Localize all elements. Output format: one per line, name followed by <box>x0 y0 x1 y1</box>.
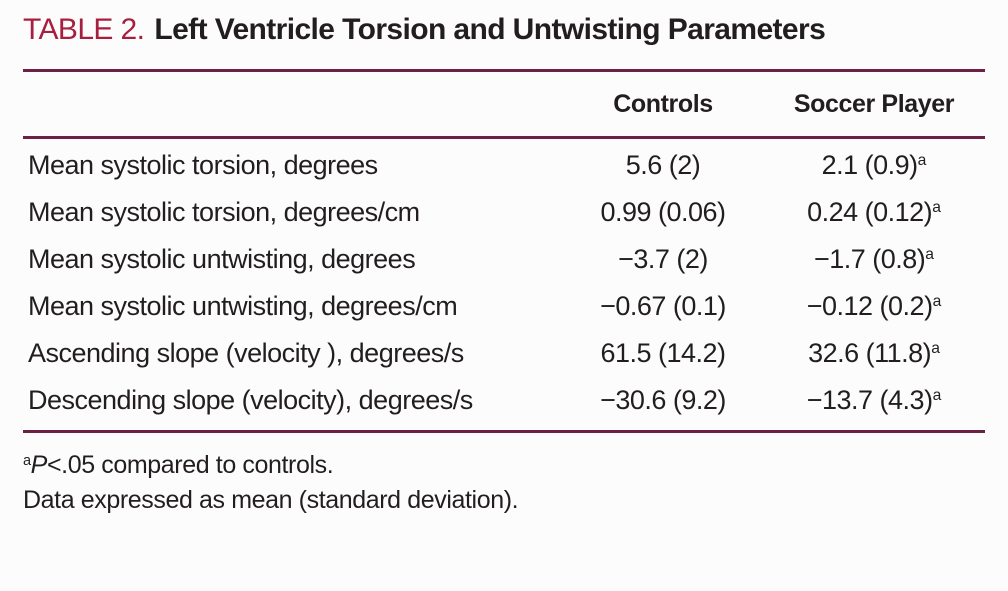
footnote-superscript: a <box>23 453 31 469</box>
table-body: Mean systolic torsion, degrees 5.6 (2) 2… <box>23 142 985 424</box>
value-text: 32.6 (11.8) <box>808 338 932 368</box>
value-text: 0.24 (0.12) <box>807 197 933 227</box>
table-title: TABLE 2. Left Ventricle Torsion and Untwi… <box>23 6 953 53</box>
row-parameter: Mean systolic torsion, degrees/cm <box>28 197 420 227</box>
row-soccer-player-value: 32.6 (11.8)a <box>763 338 985 369</box>
table-number-label: TABLE 2. <box>23 13 145 46</box>
value-text: 2.1 (0.9) <box>821 150 919 180</box>
table-title-text: Left Ventricle Torsion and Untwisting Pa… <box>154 13 826 46</box>
row-parameter: Mean systolic untwisting, degrees <box>28 244 416 274</box>
table-row: Mean systolic untwisting, degrees/cm −0.… <box>23 283 985 330</box>
table-row: Ascending slope (velocity ), degrees/s 6… <box>23 330 985 377</box>
significance-superscript: a <box>932 199 941 216</box>
row-parameter: Descending slope (velocity), degrees/s <box>28 385 473 415</box>
table-row: Mean systolic untwisting, degrees −3.7 (… <box>23 236 985 283</box>
footnote-data-note: Data expressed as mean (standard deviati… <box>23 486 519 514</box>
header-rule <box>23 136 985 139</box>
row-soccer-player-value: −1.7 (0.8)a <box>763 244 985 275</box>
row-parameter: Mean systolic untwisting, degrees/cm <box>28 291 458 321</box>
top-rule <box>23 69 985 72</box>
significance-superscript: a <box>931 340 940 357</box>
value-text: −1.7 (0.8) <box>813 244 926 274</box>
value-text: −13.7 (4.3) <box>806 385 933 415</box>
row-controls-value: −3.7 (2) <box>618 244 708 274</box>
significance-superscript: a <box>932 387 942 404</box>
significance-superscript: a <box>932 293 942 310</box>
table-footnotes: aP<.05 compared to controls. Data expres… <box>23 444 985 518</box>
row-controls-value: −30.6 (9.2) <box>600 385 726 415</box>
row-controls-value: 5.6 (2) <box>625 150 701 180</box>
table-row: Descending slope (velocity), degrees/s −… <box>23 377 985 424</box>
significance-superscript: a <box>925 246 935 263</box>
row-parameter: Mean systolic torsion, degrees <box>28 150 378 180</box>
footnote-p-symbol: P <box>30 451 48 479</box>
row-soccer-player-value: 2.1 (0.9)a <box>763 150 985 181</box>
row-controls-value: −0.67 (0.1) <box>600 291 726 321</box>
row-soccer-player-value: −0.12 (0.2)a <box>763 291 985 322</box>
column-header-controls: Controls <box>613 89 713 118</box>
column-header-soccer-player: Soccer Player <box>793 89 955 118</box>
value-text: −0.12 (0.2) <box>806 291 933 321</box>
bottom-rule <box>23 430 985 433</box>
row-controls-value: 0.99 (0.06) <box>600 197 726 227</box>
footnote-significance: aP<.05 compared to controls. <box>23 444 985 483</box>
row-controls-value: 61.5 (14.2) <box>600 338 726 368</box>
row-soccer-player-value: −13.7 (4.3)a <box>763 385 985 416</box>
table-row: Mean systolic torsion, degrees/cm 0.99 (… <box>23 189 985 236</box>
table-header-row: Controls Soccer Player <box>23 72 985 136</box>
row-soccer-player-value: 0.24 (0.12)a <box>763 197 985 228</box>
significance-superscript: a <box>917 152 927 169</box>
table-row: Mean systolic torsion, degrees 5.6 (2) 2… <box>23 142 985 189</box>
row-parameter: Ascending slope (velocity ), degrees/s <box>28 338 464 368</box>
footnote-text: <.05 compared to controls. <box>46 451 334 479</box>
